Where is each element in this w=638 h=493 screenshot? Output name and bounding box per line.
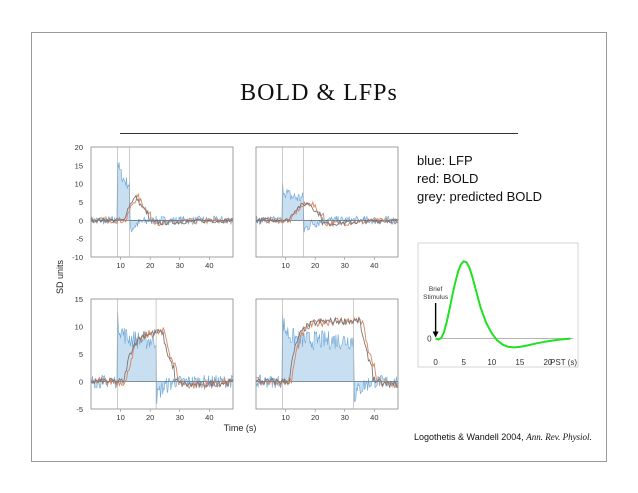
y-axis-label: SD units [55, 259, 65, 294]
y-tick-label: 20 [75, 143, 83, 152]
panel-1: 10 20 30 40 20 15 10 5 0 -5 -10 [72, 143, 234, 270]
y-tick-label: 10 [75, 323, 83, 332]
y-tick-label: -5 [76, 405, 83, 414]
x-tick-label: 10 [116, 413, 124, 422]
y-tick-label: 15 [75, 161, 83, 170]
predicted-bold-series [255, 202, 399, 227]
x-tick-label: 20 [146, 261, 154, 270]
y-tick-label: 5 [79, 198, 83, 207]
y-tick-label: 10 [75, 180, 83, 189]
x-tick-label: 10 [281, 413, 289, 422]
predicted-bold-series [90, 194, 234, 226]
lfp-series [255, 183, 399, 233]
panel-frame [255, 146, 399, 258]
x-tick-label: 10 [281, 261, 289, 270]
y-tick-label: 5 [79, 350, 83, 359]
bold-series [90, 192, 234, 226]
x-tick-label: 40 [370, 261, 378, 270]
y-tick-label: 0 [79, 378, 83, 387]
panel-frame [90, 146, 234, 258]
lfp-series [255, 314, 399, 402]
x-tick-label: 20 [311, 261, 319, 270]
citation: Logothetis & Wandell 2004, Ann. Rev. Phy… [414, 432, 592, 442]
y-tick-label: 15 [75, 295, 83, 304]
y-tick-label: -5 [76, 235, 83, 244]
legend-lfp: blue: LFP [417, 153, 473, 168]
x-axis-label: Time (s) [224, 423, 257, 433]
lfp-series [90, 311, 234, 404]
legend-predicted: grey: predicted BOLD [417, 189, 543, 204]
y-tick-label: -10 [72, 253, 83, 262]
x-tick-label: 40 [205, 413, 213, 422]
panel-2: 10 20 30 40 [255, 146, 399, 270]
x-tick-label: 40 [205, 261, 213, 270]
x-tick-label: 30 [176, 413, 184, 422]
x-tick-label: 40 [370, 413, 378, 422]
y-tick-label: 0 [79, 216, 83, 225]
panel-frame [255, 298, 399, 410]
bold-series [255, 316, 399, 389]
citation-authors: Logothetis & Wandell 2004, [414, 432, 527, 442]
citation-journal: Ann. Rev. Physiol. [526, 432, 592, 442]
bold-series [255, 200, 399, 227]
x-tick-label: 30 [341, 413, 349, 422]
x-tick-label: 20 [311, 413, 319, 422]
lfp-series [90, 162, 234, 233]
x-tick-label: 10 [116, 261, 124, 270]
x-tick-label: 30 [176, 261, 184, 270]
panel-3: 10 20 30 40 15 10 5 0 -5 [75, 295, 234, 422]
slide-title: BOLD & LFPs [240, 80, 398, 106]
predicted-bold-series [255, 316, 399, 388]
predicted-bold-series [90, 328, 234, 389]
x-tick-label: 20 [146, 413, 154, 422]
title-underline [120, 133, 518, 134]
panel-4: 10 20 30 40 [255, 298, 399, 422]
legend-bold: red: BOLD [417, 171, 479, 186]
panel-frame [90, 298, 234, 410]
x-tick-label: 30 [341, 261, 349, 270]
